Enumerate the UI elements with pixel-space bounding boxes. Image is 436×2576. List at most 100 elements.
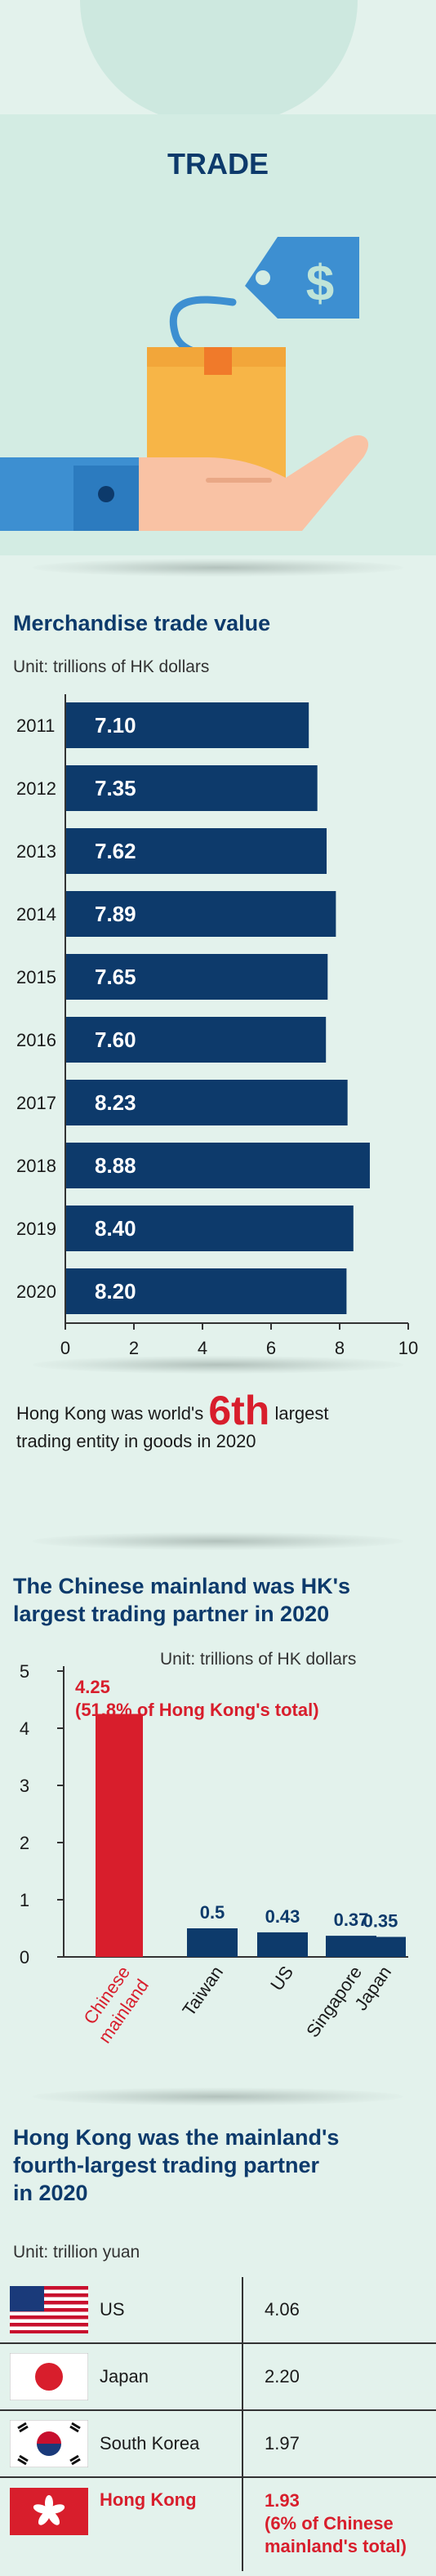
partners-mainland-title-line1: Hong Kong was the mainland's [13, 2125, 340, 2150]
rank-text-line2: trading entity in goods in 2020 [16, 1431, 256, 1451]
mainland-bar [96, 1714, 143, 1957]
trade-bar [65, 702, 309, 748]
trade-bar [65, 1080, 348, 1125]
japan-flag-icon [10, 2353, 88, 2400]
partners-mainland-title-line3: in 2020 [13, 2181, 88, 2205]
svg-text:US: US [266, 1963, 297, 1994]
x-tick-label: Taiwan [178, 1963, 227, 2020]
bar-value-label: 7.10 [95, 713, 136, 738]
table-value: 2.20 [265, 2366, 300, 2387]
partners-hk-unit: Unit: trillions of HK dollars [160, 1650, 357, 1669]
rank-text-before: Hong Kong was world's [16, 1403, 204, 1424]
partners-mainland-title: Hong Kong was the mainland's fourth-larg… [13, 2124, 339, 2207]
bar-value-label: 7.65 [95, 965, 136, 989]
year-label: 2014 [16, 904, 56, 925]
trade-bar [65, 1206, 354, 1251]
partner-bar [355, 1936, 406, 1957]
us-flag-icon [10, 2286, 88, 2333]
table-row: Hong Kong 1.93 (6% of Chinese mainland's… [0, 2478, 436, 2568]
trade-bar [65, 891, 336, 937]
table-row: Japan 2.20 [0, 2344, 436, 2409]
tag-arch-shape [80, 0, 358, 123]
svg-text:$: $ [306, 256, 334, 312]
separator [33, 1532, 403, 1550]
rank-value: 6th [208, 1388, 270, 1433]
bar-value-label: 7.62 [95, 839, 136, 863]
trade-bar [65, 954, 328, 1000]
separator [33, 559, 403, 577]
table-country: Japan [100, 2366, 149, 2387]
table-country: South Korea [100, 2433, 200, 2453]
trade-bar [65, 1017, 327, 1063]
table-divider-vertical [242, 2277, 243, 2571]
table-row: US 4.06 [0, 2277, 436, 2342]
bar-value-label: 8.20 [95, 1279, 136, 1304]
year-label: 2011 [16, 715, 55, 736]
y-tick-label: 3 [20, 1776, 29, 1796]
bar-value-label: 8.40 [95, 1216, 136, 1241]
x-tick-label: US [266, 1963, 297, 1994]
separator [33, 1356, 403, 1374]
year-label: 2019 [16, 1219, 56, 1239]
partner-bar [187, 1928, 238, 1957]
y-tick-label: 0 [20, 1947, 29, 1968]
x-tick-label: 0 [60, 1338, 70, 1356]
bar-value-label: 0.35 [363, 1911, 398, 1932]
table-value: 4.06 [265, 2299, 300, 2320]
bar-value-label: 0.43 [265, 1906, 300, 1927]
hk-note-line1: (6% of Chinese [265, 2513, 394, 2534]
year-label: 2013 [16, 841, 56, 862]
hk-note-line2: mainland's total) [265, 2536, 407, 2556]
trade-bar [65, 765, 318, 811]
year-label: 2016 [16, 1030, 56, 1050]
partners-hk-title: The Chinese mainland was HK's largest tr… [13, 1572, 350, 1628]
rank-text-after: largest [274, 1403, 329, 1424]
bar-value-label: 8.23 [95, 1090, 136, 1115]
year-label: 2020 [16, 1281, 56, 1302]
hand-box-price-tag-icon: $ [0, 237, 369, 531]
trade-value-unit: Unit: trillions of HK dollars [13, 657, 210, 676]
south-korea-flag-icon [10, 2420, 88, 2467]
x-tick-label: 4 [198, 1338, 207, 1356]
partners-hk-title-line2: largest trading partner in 2020 [13, 1602, 330, 1626]
mainland-annotation-value: 4.25 [75, 1677, 110, 1697]
trade-bar [65, 1268, 347, 1314]
y-tick-label: 2 [20, 1833, 29, 1853]
table-country-highlight: Hong Kong [100, 2489, 197, 2510]
trade-bar [65, 828, 327, 874]
year-label: 2018 [16, 1156, 56, 1176]
table-value-highlight: 1.93 (6% of Chinese mainland's total) [265, 2489, 407, 2558]
partners-hk-title-line1: The Chinese mainland was HK's [13, 1574, 351, 1598]
trade-value-chart: 2011 7.10 2012 7.35 2013 7.62 2014 7.89 2015 7.65… [16, 694, 418, 1356]
trade-value-title: Merchandise trade value [13, 611, 271, 635]
partners-mainland-unit: Unit: trillion yuan [13, 2243, 140, 2262]
year-label: 2012 [16, 778, 56, 799]
x-tick-label: 10 [398, 1338, 418, 1356]
rank-statement: Hong Kong was world's 6th largest tradin… [16, 1390, 425, 1455]
page-title: TRADE [167, 147, 269, 180]
trade-bar [65, 1143, 370, 1188]
table-divider [0, 2342, 436, 2344]
bar-value-label: 0.37 [334, 1910, 369, 1930]
bar-value-label: 7.89 [95, 902, 136, 926]
table-value: 1.97 [265, 2433, 300, 2453]
bar-value-label: 0.5 [200, 1902, 225, 1923]
hong-kong-flag-icon [10, 2488, 88, 2535]
svg-text:Taiwan: Taiwan [178, 1963, 227, 2020]
partner-bar [257, 1932, 308, 1957]
table-row: South Korea 1.97 [0, 2411, 436, 2476]
y-tick-label: 1 [20, 1890, 29, 1910]
x-tick-label: 2 [129, 1338, 139, 1356]
year-label: 2017 [16, 1093, 56, 1113]
table-divider [0, 2409, 436, 2411]
y-tick-label: 4 [20, 1718, 29, 1739]
partners-mainland-title-line2: fourth-largest trading partner [13, 2153, 320, 2177]
table-country: US [100, 2299, 125, 2320]
separator [33, 2088, 403, 2106]
year-label: 2015 [16, 967, 56, 987]
hk-value: 1.93 [265, 2490, 300, 2511]
table-divider [0, 2476, 436, 2478]
bar-value-label: 7.35 [95, 776, 136, 800]
